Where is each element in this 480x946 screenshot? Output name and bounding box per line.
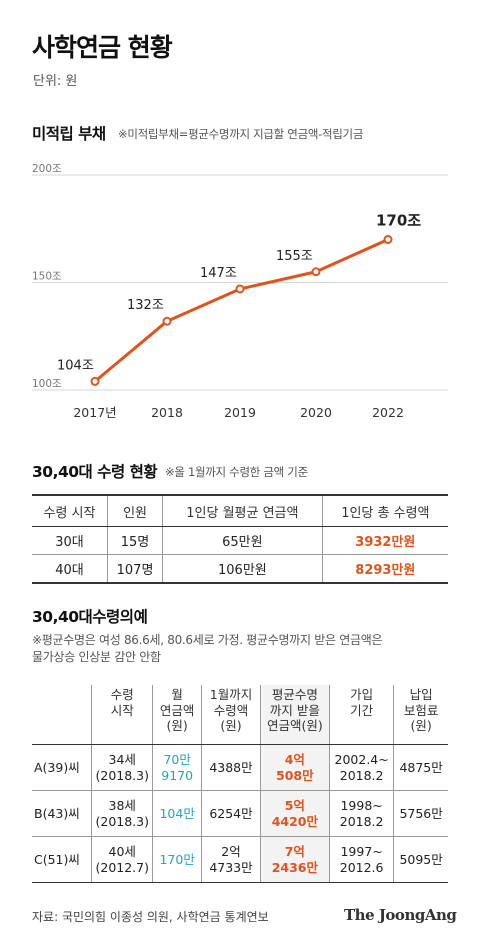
cell: 4875만 — [393, 744, 448, 791]
cell-highlight: 8293만원 — [321, 554, 448, 584]
table-row: C(51)씨 40세 (2012.7) 170만 2억 4733만 7억 243… — [32, 836, 448, 883]
table-header-row: 수령 시작 월 연금액 (원) 1월까지 수령액 (원) 평균수명 까지 받을 … — [32, 685, 448, 745]
chart-title: 미적립 부채 — [32, 125, 106, 143]
x-tick-label: 2017년 — [73, 405, 116, 420]
cell: 5756만 — [393, 790, 448, 837]
y-tick-label: 100조 — [32, 378, 62, 390]
table-row: 30대 15명 65만원 3932만원 — [32, 526, 448, 555]
table2-title: 30,40대수령의예 — [32, 608, 148, 626]
table-row: B(43)씨 38세 (2018.3) 104만 6254만 5억 4420만 … — [32, 790, 448, 837]
data-label: 132조 — [127, 298, 164, 313]
line-chart: 100조 150조 200조 104조 2017년 132조 2018 147조 2019 155… — [32, 163, 448, 420]
cell: 34세 (2018.3) — [91, 744, 153, 791]
x-tick-label: 2018 — [151, 405, 183, 420]
cell: B(43)씨 — [32, 790, 92, 837]
data-point — [162, 316, 172, 326]
cell-highlight: 5억 4420만 — [259, 790, 330, 837]
header-period: 가입 기간 — [329, 685, 394, 745]
table-header-row: 수령 시작 인원 1인당 월평균 연금액 1인당 총 수령액 — [32, 494, 448, 527]
header-empty — [32, 685, 92, 745]
cell: A(39)씨 — [32, 744, 92, 791]
table2-note: ※평균수명은 여성 86.6세, 80.6세로 가정. 평균수명까지 받은 연금… — [32, 633, 383, 665]
cell: 15명 — [106, 526, 163, 555]
cell: 1998~ 2018.2 — [329, 790, 394, 837]
table-row: A(39)씨 34세 (2018.3) 70만 9170 4388만 4억 50… — [32, 744, 448, 791]
cell: 106만원 — [162, 554, 323, 584]
cell: 1997~ 2012.6 — [329, 836, 394, 883]
cell-highlight: 170만 — [151, 836, 202, 883]
data-label: 155조 — [276, 249, 313, 264]
y-tick-label: 200조 — [32, 163, 62, 175]
header-monthly: 월 연금액 (원) — [151, 685, 202, 745]
cell: 38세 (2018.3) — [91, 790, 153, 837]
x-tick-label: 2020 — [300, 405, 332, 420]
data-label: 104조 — [57, 358, 94, 373]
header-start: 수령 시작 — [91, 685, 153, 745]
cell: 2002.4~ 2018.2 — [329, 744, 394, 791]
cell: 40세 (2012.7) — [91, 836, 153, 883]
chart-note: ※미적립부채=평균수명까지 지급할 연금액-적립기금 — [118, 127, 364, 141]
header-monthly: 1인당 월평균 연금액 — [162, 494, 323, 527]
data-point — [311, 267, 321, 277]
cell: 5095만 — [393, 836, 448, 883]
data-point — [383, 235, 393, 244]
data-point — [235, 284, 245, 294]
header-total: 1인당 총 수령액 — [321, 494, 448, 527]
recipients-table: 수령 시작 인원 1인당 월평균 연금액 1인당 총 수령액 30대 15명 6… — [32, 494, 448, 584]
cell: C(51)씨 — [32, 836, 92, 883]
x-tick-label: 2022 — [372, 405, 404, 420]
data-label: 170조 — [376, 212, 421, 230]
data-label: 147조 — [200, 266, 237, 281]
header-start: 수령 시작 — [32, 494, 108, 527]
source-note: 자료: 국민의힘 이종성 의원, 사학연금 통계연보 — [32, 910, 269, 924]
header-lifetime: 평균수명 까지 받을 연금액(원) — [259, 685, 330, 745]
data-point — [90, 376, 100, 386]
brand-logo: The JoongAng — [344, 906, 457, 924]
x-tick-label: 2019 — [224, 405, 256, 420]
cell: 4388만 — [201, 744, 261, 791]
examples-table: 수령 시작 월 연금액 (원) 1월까지 수령액 (원) 평균수명 까지 받을 … — [32, 685, 448, 883]
cell: 30대 — [32, 526, 108, 555]
cell-highlight: 7억 2436만 — [259, 836, 330, 883]
cell: 107명 — [106, 554, 163, 584]
cell: 2억 4733만 — [201, 836, 261, 883]
header-premium: 납입 보험료 (원) — [393, 685, 448, 745]
header-received: 1월까지 수령액 (원) — [201, 685, 261, 745]
unit-label: 단위: 원 — [33, 74, 78, 89]
table1-title: 30,40대 수령 현황 — [32, 463, 158, 481]
cell: 65만원 — [162, 526, 323, 555]
cell: 6254만 — [201, 790, 261, 837]
header-count: 인원 — [106, 494, 163, 527]
table-row: 40대 107명 106만원 8293만원 — [32, 554, 448, 584]
cell-highlight: 104만 — [151, 790, 202, 837]
cell: 40대 — [32, 554, 108, 584]
table1-note: ※올 1월까지 수령한 금액 기준 — [165, 465, 308, 479]
y-tick-label: 150조 — [32, 271, 62, 283]
cell-highlight: 4억 508만 — [259, 744, 330, 791]
page-title: 사학연금 현황 — [32, 33, 173, 62]
cell-highlight: 70만 9170 — [151, 744, 202, 791]
cell-highlight: 3932만원 — [321, 526, 448, 555]
